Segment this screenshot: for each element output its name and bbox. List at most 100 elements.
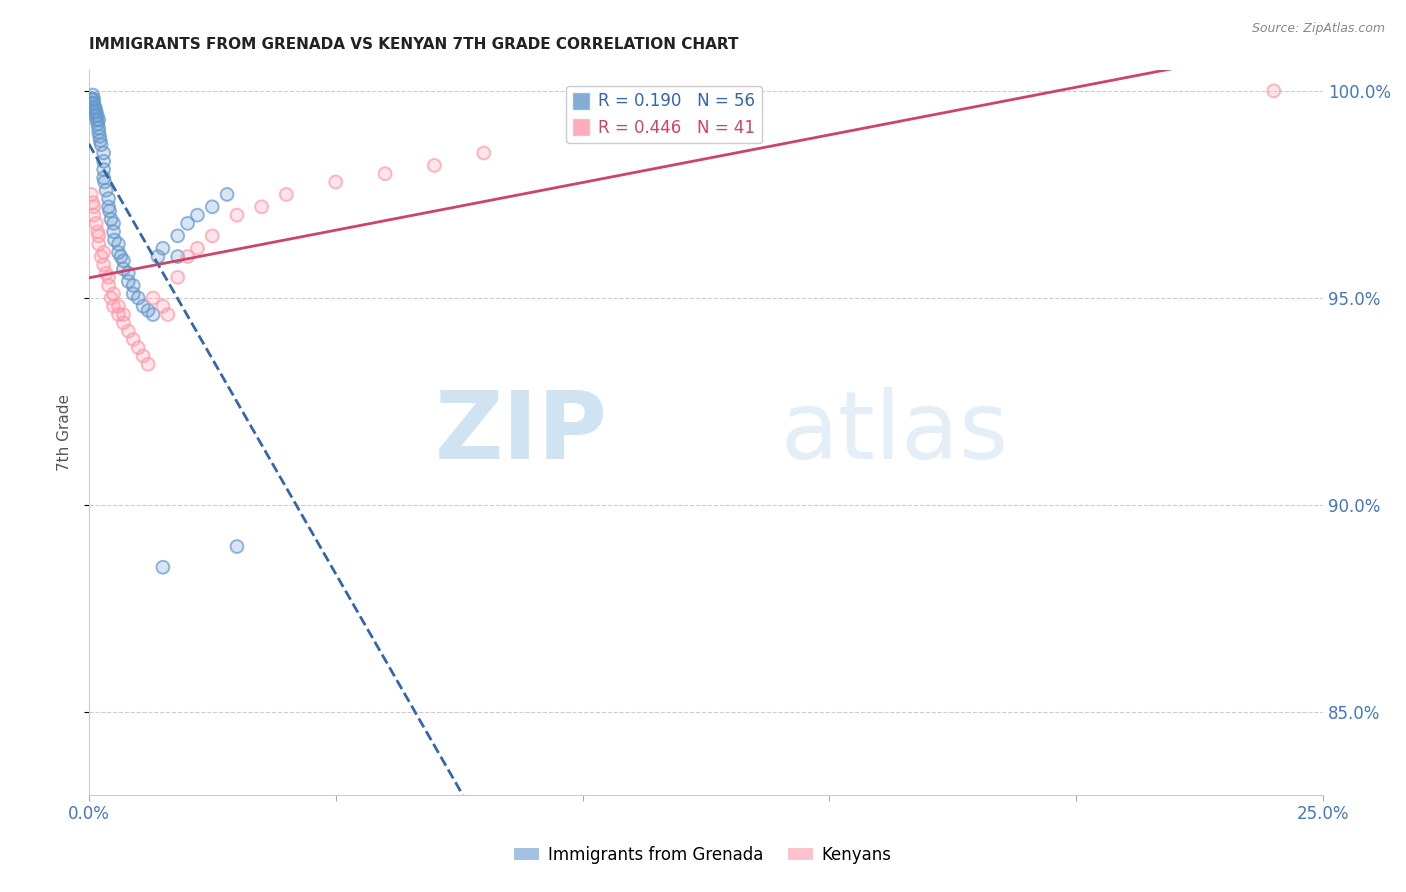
- Point: [83, 92, 105, 106]
- Point: [103, 286, 125, 301]
- Point: [423, 158, 446, 172]
- Point: [93, 146, 115, 161]
- Point: [83, 208, 105, 222]
- Point: [87, 125, 110, 139]
- Point: [94, 183, 117, 197]
- Point: [132, 299, 155, 313]
- Y-axis label: 7th Grade: 7th Grade: [58, 394, 72, 471]
- Point: [93, 154, 115, 169]
- Point: [80, 92, 103, 106]
- Point: [80, 92, 103, 106]
- Point: [136, 357, 159, 371]
- Point: [112, 253, 135, 268]
- Point: [117, 274, 139, 288]
- Point: [374, 167, 396, 181]
- Point: [93, 154, 115, 169]
- Point: [122, 332, 145, 346]
- Point: [112, 308, 135, 322]
- Point: [93, 175, 115, 189]
- Point: [94, 266, 117, 280]
- Point: [94, 183, 117, 197]
- Point: [103, 299, 125, 313]
- Point: [423, 158, 446, 172]
- Point: [166, 270, 188, 285]
- Point: [93, 162, 115, 177]
- Point: [82, 195, 104, 210]
- Point: [152, 560, 174, 574]
- Point: [93, 146, 115, 161]
- Point: [152, 299, 174, 313]
- Point: [87, 112, 110, 127]
- Point: [100, 212, 122, 227]
- Point: [97, 192, 120, 206]
- Point: [107, 299, 129, 313]
- Point: [276, 187, 298, 202]
- Point: [226, 540, 249, 554]
- Point: [186, 241, 208, 255]
- Point: [325, 175, 347, 189]
- Point: [87, 225, 110, 239]
- Point: [83, 200, 105, 214]
- Point: [89, 129, 111, 144]
- Point: [103, 216, 125, 230]
- Point: [80, 96, 103, 111]
- Point: [103, 233, 125, 247]
- Point: [87, 237, 110, 252]
- Point: [186, 241, 208, 255]
- Point: [107, 237, 129, 252]
- Point: [166, 228, 188, 243]
- Point: [250, 200, 273, 214]
- Point: [127, 291, 149, 305]
- Point: [103, 233, 125, 247]
- Point: [226, 540, 249, 554]
- Point: [166, 250, 188, 264]
- Point: [112, 262, 135, 277]
- Point: [132, 349, 155, 363]
- Point: [103, 286, 125, 301]
- Point: [142, 308, 165, 322]
- Point: [156, 308, 179, 322]
- Point: [84, 104, 107, 119]
- Point: [87, 228, 110, 243]
- Point: [132, 299, 155, 313]
- Point: [127, 341, 149, 355]
- Point: [86, 112, 108, 127]
- Point: [103, 225, 125, 239]
- Text: ZIP: ZIP: [434, 386, 607, 479]
- Point: [122, 286, 145, 301]
- Point: [107, 308, 129, 322]
- Point: [86, 109, 108, 123]
- Point: [112, 316, 135, 330]
- Point: [87, 225, 110, 239]
- Point: [1263, 84, 1285, 98]
- Point: [87, 228, 110, 243]
- Legend: R = 0.190   N = 56, R = 0.446   N = 41: R = 0.190 N = 56, R = 0.446 N = 41: [567, 86, 762, 144]
- Point: [87, 125, 110, 139]
- Point: [166, 270, 188, 285]
- Point: [93, 175, 115, 189]
- Point: [176, 250, 198, 264]
- Point: [89, 134, 111, 148]
- Point: [83, 200, 105, 214]
- Point: [82, 87, 104, 102]
- Point: [83, 104, 105, 119]
- Text: atlas: atlas: [780, 386, 1008, 479]
- Point: [136, 357, 159, 371]
- Point: [83, 104, 105, 119]
- Point: [97, 200, 120, 214]
- Point: [146, 250, 169, 264]
- Point: [103, 225, 125, 239]
- Point: [84, 109, 107, 123]
- Point: [127, 341, 149, 355]
- Point: [122, 278, 145, 293]
- Point: [127, 291, 149, 305]
- Point: [166, 250, 188, 264]
- Point: [90, 250, 112, 264]
- Point: [89, 129, 111, 144]
- Point: [112, 262, 135, 277]
- Point: [152, 241, 174, 255]
- Point: [110, 250, 132, 264]
- Point: [122, 278, 145, 293]
- Point: [226, 208, 249, 222]
- Point: [90, 137, 112, 152]
